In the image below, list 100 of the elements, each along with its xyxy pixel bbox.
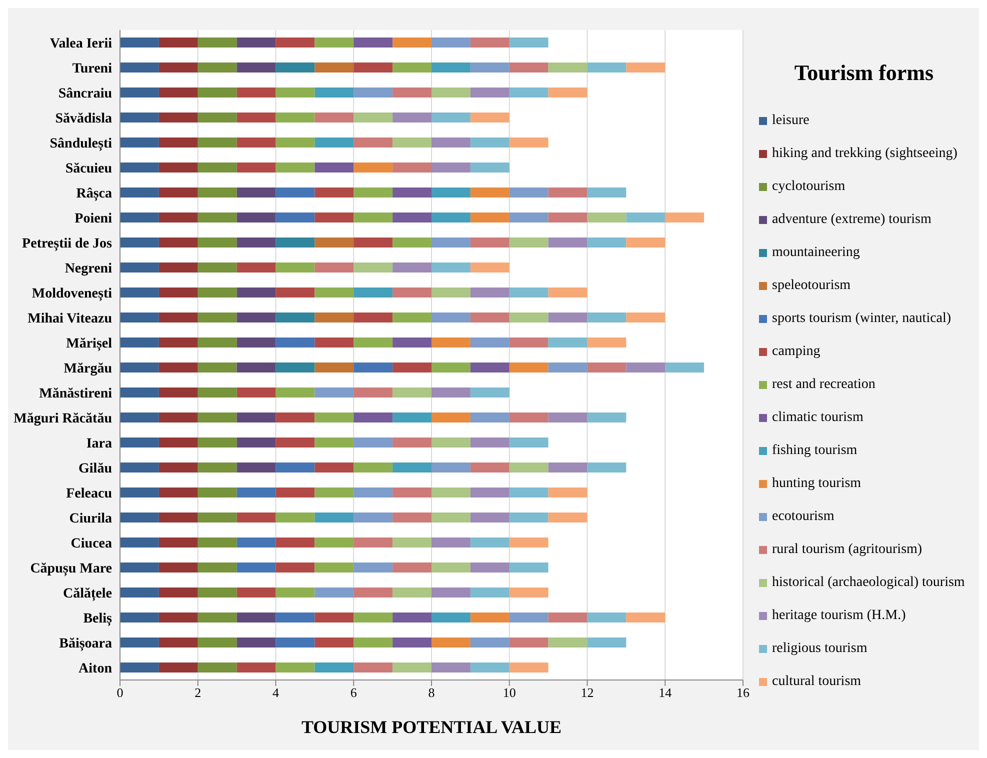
bar bbox=[158, 362, 198, 372]
bar bbox=[354, 362, 393, 372]
x-tick-label: 6 bbox=[350, 685, 358, 700]
bar bbox=[509, 38, 548, 48]
bar bbox=[470, 312, 510, 322]
bar bbox=[236, 88, 276, 98]
bar bbox=[354, 188, 393, 198]
bar bbox=[198, 438, 237, 448]
bar bbox=[509, 212, 548, 222]
bar bbox=[392, 612, 432, 622]
bar bbox=[314, 162, 354, 172]
y-tick-label: Râșca bbox=[76, 186, 112, 202]
bar bbox=[509, 238, 548, 248]
bar bbox=[120, 62, 159, 72]
bar bbox=[120, 638, 159, 648]
bar bbox=[432, 138, 470, 148]
y-tick-label: Sâncraiu bbox=[58, 86, 112, 102]
bar bbox=[158, 238, 198, 248]
bar bbox=[198, 512, 237, 522]
bar bbox=[158, 212, 198, 222]
bar bbox=[665, 212, 704, 222]
bar bbox=[392, 138, 432, 148]
bar bbox=[509, 538, 548, 548]
bar bbox=[392, 212, 432, 222]
bar bbox=[276, 288, 315, 298]
bar bbox=[470, 112, 510, 122]
bar bbox=[470, 262, 510, 272]
bar bbox=[432, 412, 470, 422]
bar bbox=[120, 388, 159, 398]
bar bbox=[276, 638, 315, 648]
y-tick-label: Feleacu bbox=[66, 486, 112, 502]
bar bbox=[354, 412, 393, 422]
bar bbox=[392, 462, 432, 472]
bar bbox=[354, 38, 393, 48]
bar bbox=[392, 112, 432, 122]
y-tick-label: Ciucea bbox=[70, 536, 112, 552]
bar bbox=[432, 188, 470, 198]
bar bbox=[120, 462, 159, 472]
bar bbox=[392, 588, 432, 598]
y-tick-label: Mănăstireni bbox=[39, 386, 112, 402]
bar bbox=[587, 312, 626, 322]
bar bbox=[158, 462, 198, 472]
bar bbox=[276, 112, 315, 122]
x-tick-label: 14 bbox=[658, 685, 672, 700]
bar bbox=[432, 62, 470, 72]
y-tick-label: Beliș bbox=[83, 611, 113, 626]
bar bbox=[470, 412, 510, 422]
bar bbox=[392, 388, 432, 398]
bar bbox=[276, 438, 315, 448]
legend-label: camping bbox=[772, 344, 820, 360]
bar bbox=[198, 662, 237, 672]
x-axis-title: TOURISM POTENTIAL VALUE bbox=[301, 716, 562, 737]
bar bbox=[314, 212, 354, 222]
bar bbox=[120, 288, 159, 298]
x-tick-label: 10 bbox=[502, 685, 516, 700]
bar bbox=[626, 238, 666, 248]
bar bbox=[120, 438, 159, 448]
y-tick-label: Băișoara bbox=[59, 636, 112, 652]
bar bbox=[276, 538, 315, 548]
bar bbox=[509, 462, 548, 472]
y-tick-label: Sândulești bbox=[50, 136, 112, 152]
bar bbox=[236, 488, 276, 498]
bar bbox=[354, 388, 393, 398]
bar bbox=[276, 38, 315, 48]
bar bbox=[470, 38, 510, 48]
bar bbox=[236, 412, 276, 422]
bar bbox=[198, 162, 237, 172]
bar bbox=[236, 62, 276, 72]
bar bbox=[198, 588, 237, 598]
bar bbox=[354, 612, 393, 622]
bar bbox=[314, 138, 354, 148]
bar bbox=[509, 138, 548, 148]
bar bbox=[120, 212, 159, 222]
bar bbox=[548, 412, 588, 422]
bar bbox=[548, 312, 588, 322]
bar bbox=[432, 212, 470, 222]
bar bbox=[626, 62, 666, 72]
bar bbox=[158, 412, 198, 422]
bar bbox=[198, 388, 237, 398]
bar bbox=[236, 312, 276, 322]
legend-label: ecotourism bbox=[772, 508, 834, 524]
bar bbox=[470, 338, 510, 348]
bar bbox=[236, 38, 276, 48]
bar bbox=[470, 212, 510, 222]
bar bbox=[236, 462, 276, 472]
bar bbox=[470, 512, 510, 522]
legend-label: rest and recreation bbox=[772, 376, 876, 392]
bar bbox=[314, 112, 354, 122]
bar bbox=[276, 312, 315, 322]
bar bbox=[354, 138, 393, 148]
bar bbox=[392, 238, 432, 248]
bar bbox=[120, 138, 159, 148]
bar bbox=[392, 638, 432, 648]
bar bbox=[198, 188, 237, 198]
bar bbox=[432, 638, 470, 648]
bar bbox=[392, 312, 432, 322]
bar bbox=[158, 488, 198, 498]
bar bbox=[158, 538, 198, 548]
bar bbox=[236, 588, 276, 598]
bar bbox=[236, 188, 276, 198]
